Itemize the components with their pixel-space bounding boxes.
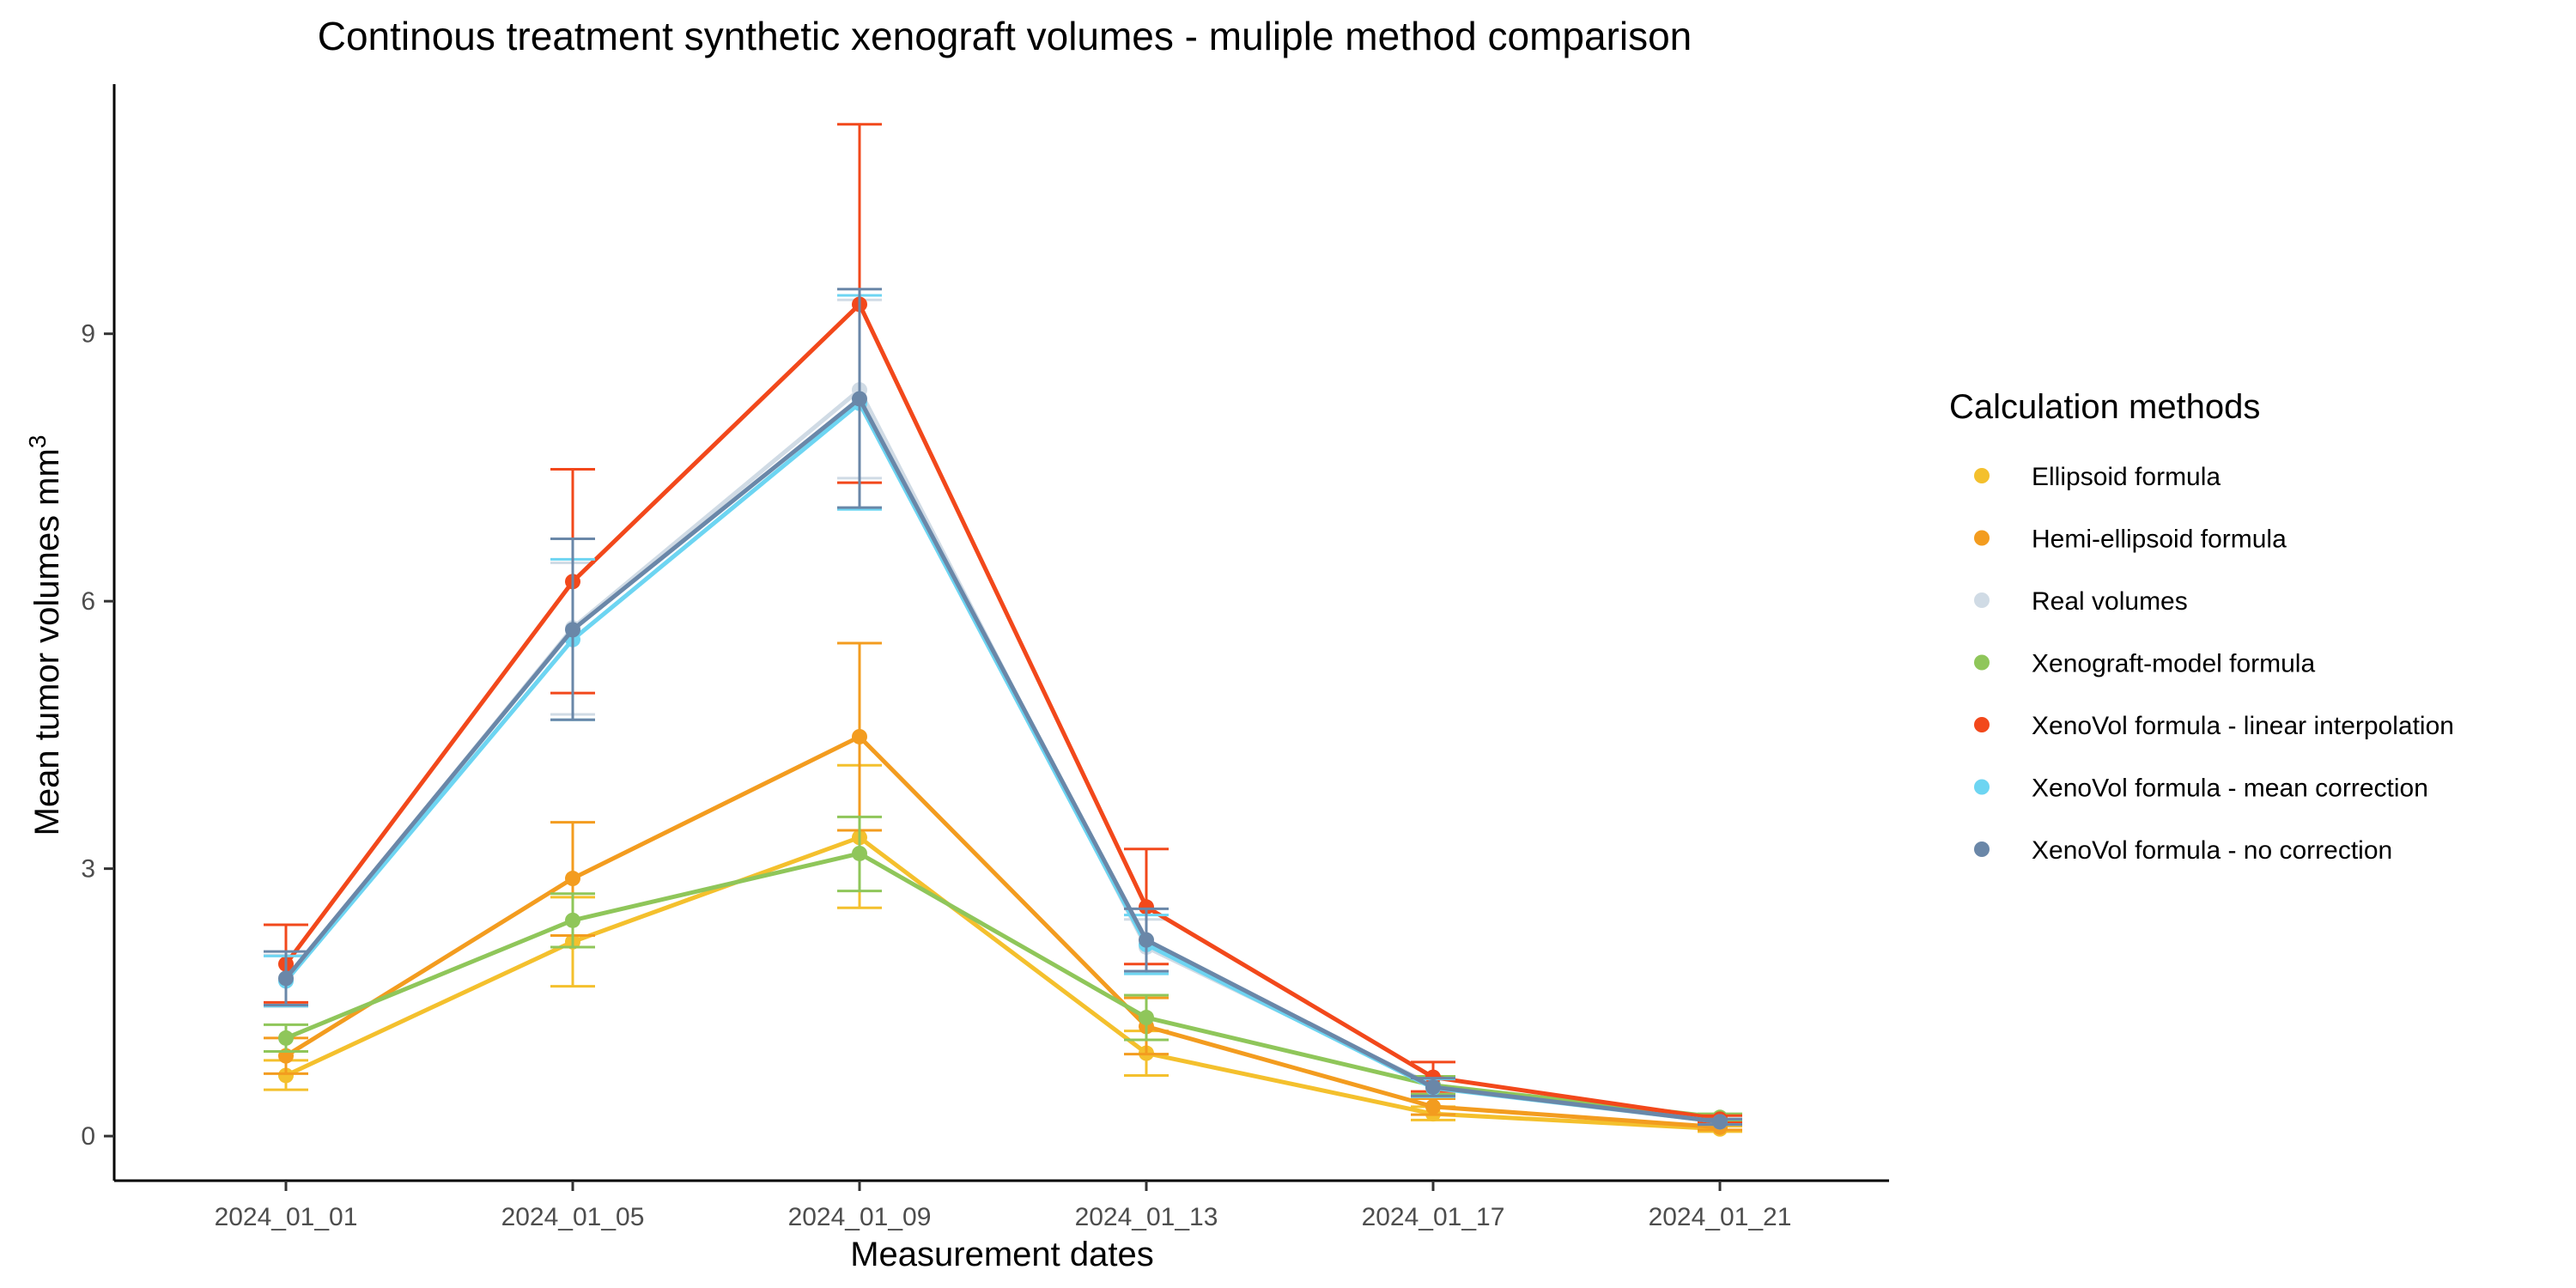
legend-swatch [1974, 530, 1990, 546]
series-line [284, 401, 1721, 1124]
data-point [852, 728, 867, 744]
y-axis-ticks: 0 3 6 9 [81, 320, 114, 1151]
series-line [284, 835, 1721, 1132]
legend-swatch [1974, 468, 1990, 483]
y-tick-label: 0 [81, 1122, 95, 1151]
data-point [278, 1067, 294, 1084]
legend-label: Ellipsoid formula [2032, 463, 2221, 491]
legend-label: XenoVol formula - linear interpolation [2032, 712, 2454, 740]
legend-item: Hemi-ellipsoid formula [1974, 526, 2287, 554]
data-point [1425, 1078, 1441, 1095]
series-line [283, 301, 1721, 1121]
y-axis-title-superscript: 3 [24, 435, 51, 449]
legend-label: XenoVol formula - no correction [2032, 836, 2392, 865]
data-point [278, 970, 294, 987]
series-line [284, 396, 1721, 1124]
series-1 [264, 763, 1742, 1137]
data-point [565, 912, 580, 928]
legend-swatch [1974, 654, 1990, 671]
series-line [284, 387, 1721, 1123]
legend-label: Real volumes [2032, 587, 2188, 616]
data-point [1139, 899, 1154, 915]
x-tick-label: 2024_01_13 [1075, 1203, 1218, 1231]
data-point [1139, 932, 1154, 948]
legend-item: XenoVol formula - no correction [1974, 836, 2392, 865]
series-2 [264, 641, 1742, 1135]
y-tick-label: 9 [81, 320, 95, 349]
data-point [278, 1030, 294, 1046]
legend-swatch [1974, 841, 1990, 857]
data-point [565, 622, 580, 638]
x-tick-label: 2024_01_21 [1649, 1203, 1792, 1231]
legend-swatch [1974, 779, 1990, 795]
legend-item: Ellipsoid formula [1974, 463, 2221, 491]
legend-item: Real volumes [1974, 587, 2188, 616]
data-point [852, 845, 867, 861]
y-axis-title-text: Mean tumor volumes mm [28, 448, 66, 835]
x-tick-label: 2024_01_17 [1362, 1203, 1505, 1231]
series-7 [264, 288, 1742, 1130]
plot-area [264, 123, 1742, 1137]
legend-item: XenoVol formula - linear interpolation [1974, 712, 2454, 740]
x-axis-title: Measurement dates [850, 1236, 1154, 1273]
x-axis-ticks: 2024_01_01 2024_01_05 2024_01_09 2024_01_13… [215, 1181, 1792, 1231]
legend-swatch [1974, 592, 1990, 608]
x-tick-label: 2024_01_05 [501, 1203, 645, 1231]
data-point [852, 391, 867, 407]
y-axis-title: Mean tumor volumes mm3 [24, 435, 67, 836]
legend-label: Xenograft-model formula [2032, 650, 2315, 678]
series-6 [264, 294, 1742, 1130]
series-3 [264, 298, 1742, 1129]
data-point [1712, 1114, 1728, 1130]
legend: Calculation methods Ellipsoid formula Hem… [1949, 388, 2454, 865]
legend-title: Calculation methods [1949, 388, 2260, 426]
legend-item: Xenograft-model formula [1974, 650, 2315, 678]
y-tick-label: 3 [81, 855, 95, 884]
legend-swatch [1974, 717, 1990, 732]
x-tick-label: 2024_01_09 [788, 1203, 932, 1231]
data-point [1139, 1010, 1154, 1026]
series-line [285, 851, 1721, 1120]
y-tick-label: 6 [81, 587, 95, 616]
series-5 [264, 123, 1742, 1127]
data-point [1425, 1098, 1441, 1115]
legend-label: Hemi-ellipsoid formula [2032, 526, 2287, 554]
series-line [284, 734, 1721, 1130]
data-point [565, 871, 580, 887]
chart-title: Continous treatment synthetic xenograft … [318, 14, 1692, 58]
x-tick-label: 2024_01_01 [215, 1203, 358, 1231]
series-4 [264, 815, 1742, 1126]
legend-label: XenoVol formula - mean correction [2032, 775, 2428, 803]
legend-item: XenoVol formula - mean correction [1974, 775, 2428, 803]
